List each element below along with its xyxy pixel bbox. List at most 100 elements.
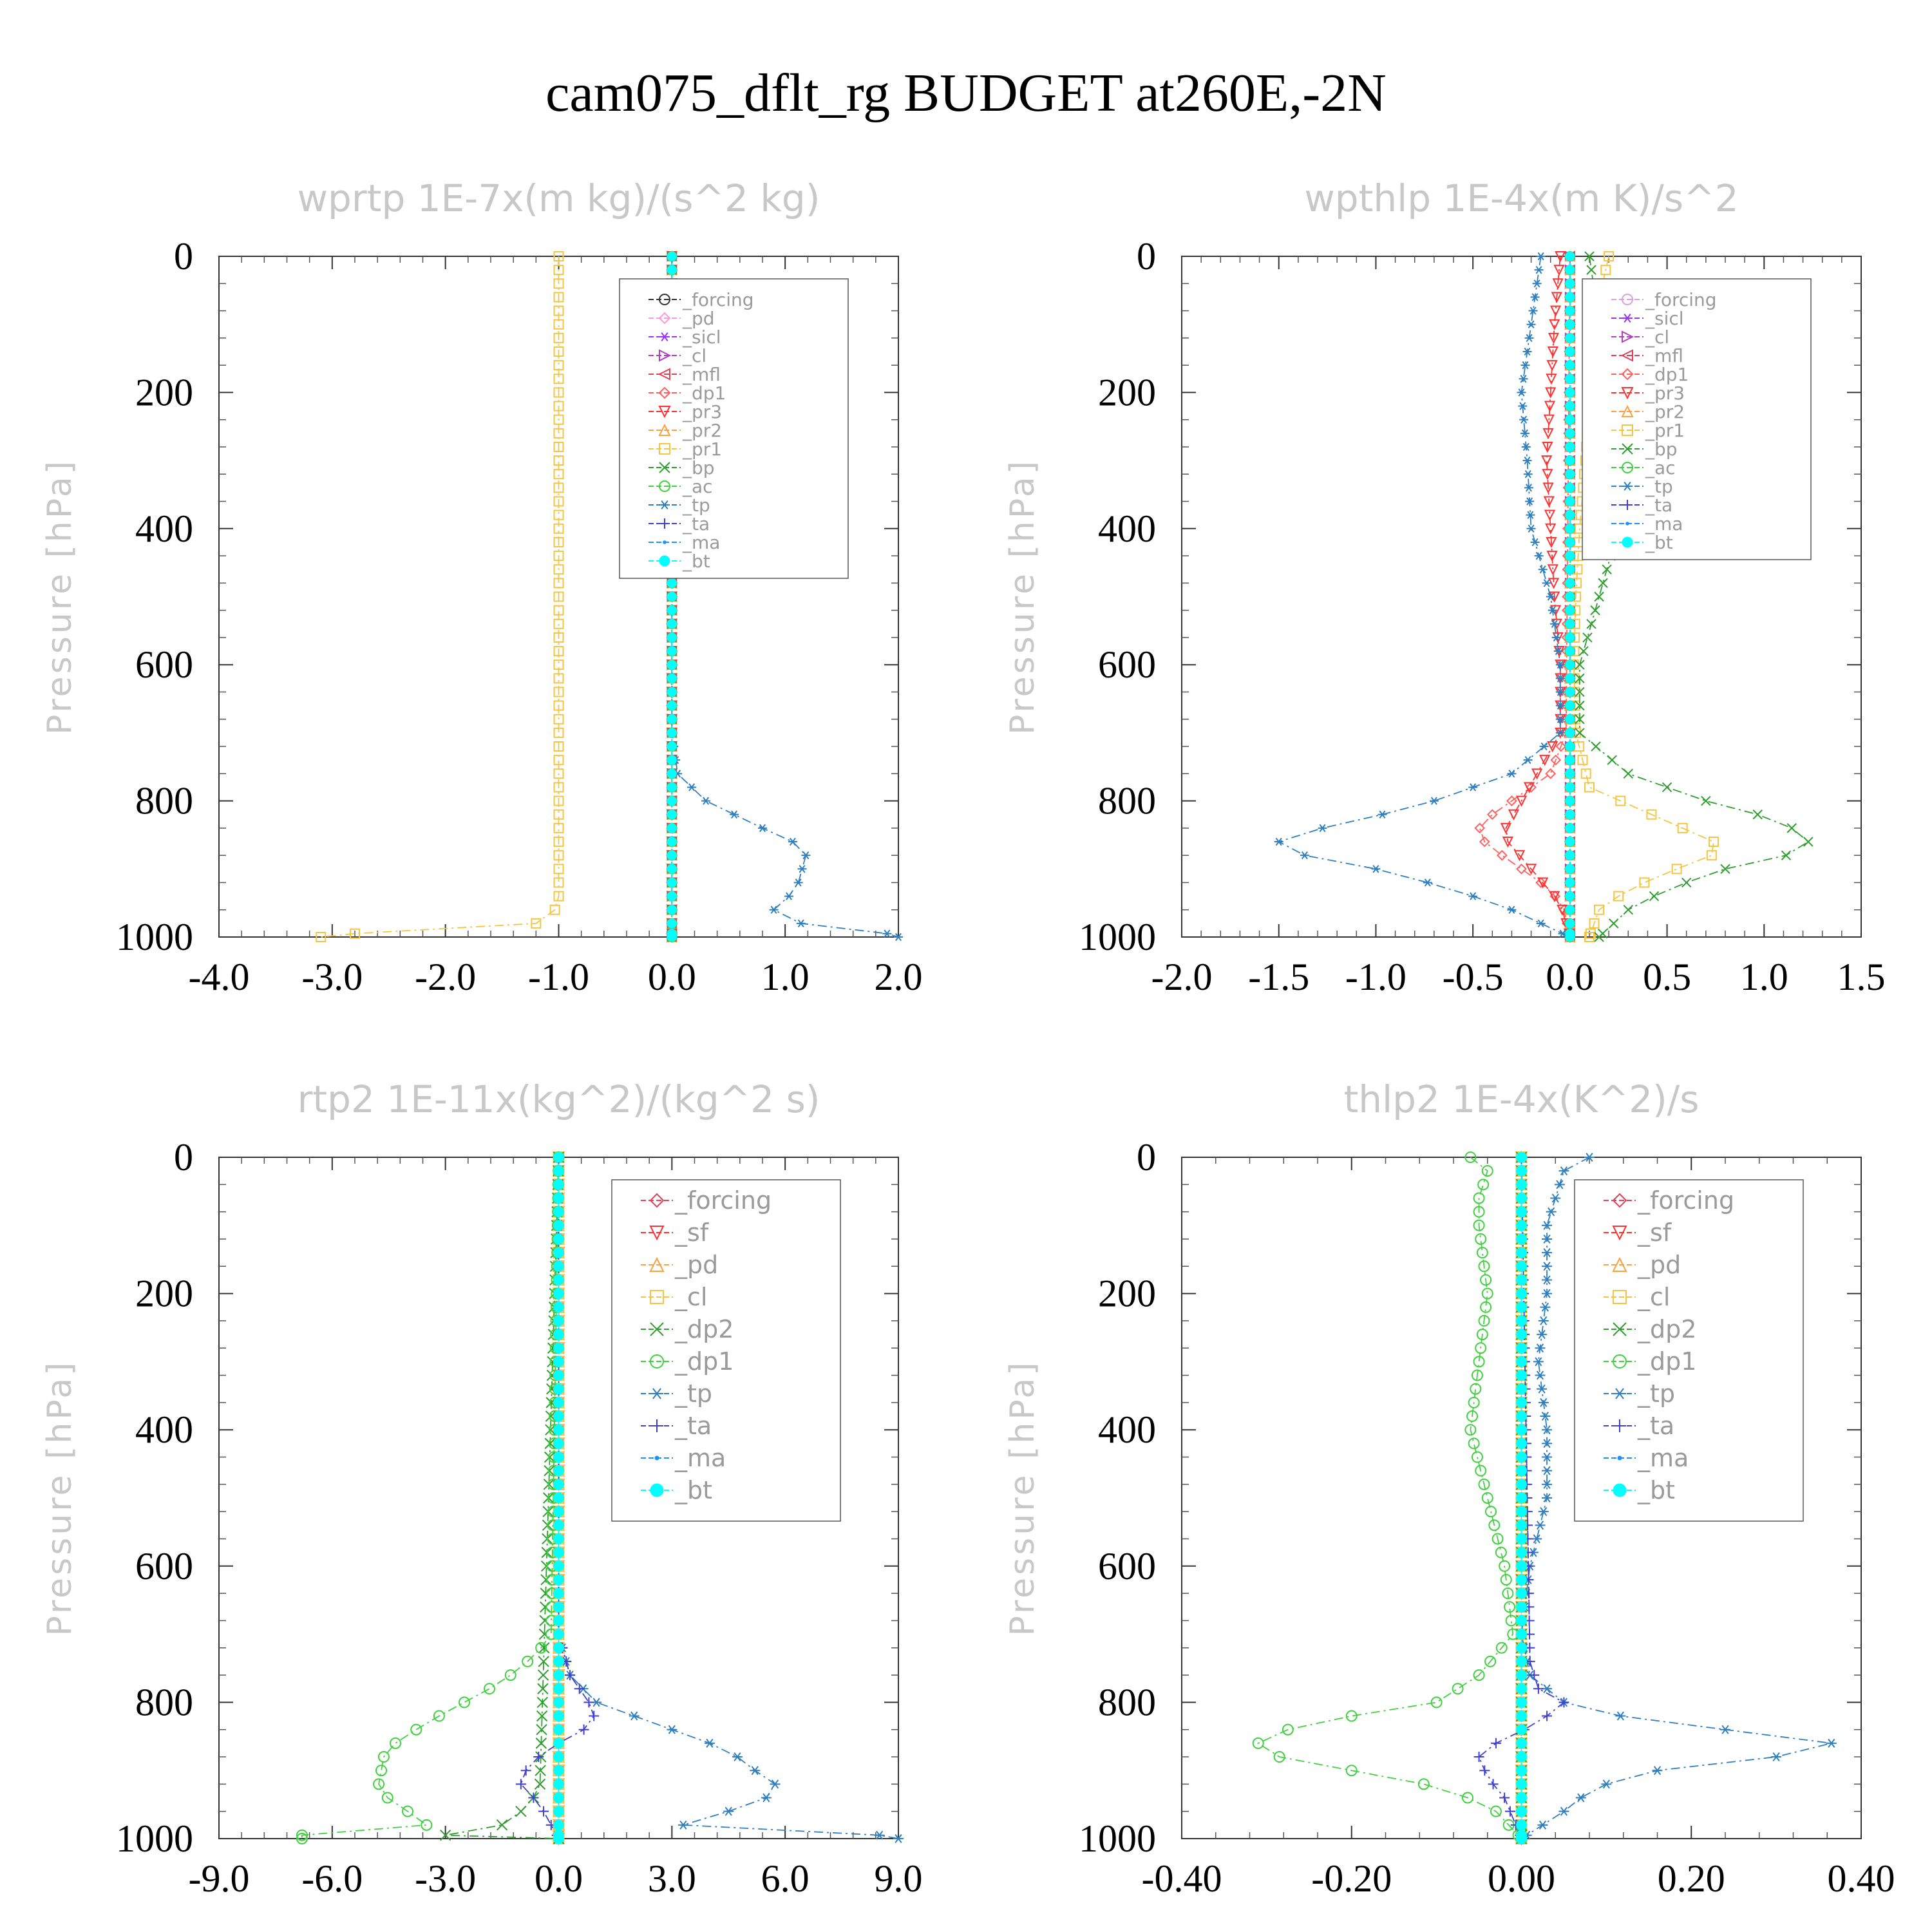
y-tick-label: 1000	[116, 916, 193, 958]
y-tick-label: 400	[135, 1408, 193, 1451]
legend-item: _dp1	[641, 1347, 734, 1376]
legend-label: _dp1	[674, 1347, 734, 1376]
figure-title: cam075_dflt_rg BUDGET at260E,-2N	[545, 63, 1387, 123]
x-tick-label: -0.5	[1443, 956, 1504, 998]
legend-box	[1574, 1179, 1804, 1522]
legend-item: _sf	[1604, 1218, 1672, 1247]
legend-item: _ma	[1611, 513, 1683, 535]
series-bt	[1565, 251, 1575, 942]
legend-label: _ta	[682, 513, 710, 535]
series-line	[1505, 256, 1571, 938]
x-tick-label: -2.0	[415, 956, 476, 998]
x-tick-label: 6.0	[761, 1857, 810, 1900]
series-line	[1478, 1157, 1566, 1839]
legend-item: _pr2	[649, 420, 722, 441]
x-tick-label: -1.0	[528, 956, 589, 998]
y-axis-label: Pressure [hPa]	[41, 1360, 79, 1636]
legend-item: _ma	[641, 1444, 726, 1472]
legend-label: _pr3	[682, 401, 722, 422]
legend-item: _sf	[641, 1218, 710, 1247]
y-tick-label: 200	[135, 371, 193, 413]
legend-item: _cl	[649, 345, 706, 366]
x-tick-label: 0.5	[1643, 956, 1691, 998]
legend-label: _pr1	[682, 439, 722, 460]
x-tick-label: 1.0	[761, 956, 810, 998]
legend-item: _pr1	[1611, 420, 1685, 441]
x-tick-label: 1.0	[1740, 956, 1788, 998]
legend-item: _dp2	[1604, 1315, 1696, 1343]
x-tick-label: -1.0	[1345, 956, 1406, 998]
y-tick-label: 1000	[116, 1817, 193, 1860]
panel-4: thlp2 1E-4x(K^2)/s Pressure [hPa] -0.40 -0.…	[1003, 1077, 1895, 1900]
legend-label: _tp	[682, 495, 710, 516]
y-axis-label: Pressure [hPa]	[1003, 1360, 1042, 1636]
y-tick-label: 800	[1098, 1681, 1156, 1723]
legend-label: _ta	[674, 1412, 712, 1440]
legend-label: _dp2	[1637, 1315, 1696, 1343]
x-tick-label: 0.20	[1658, 1857, 1725, 1900]
legend-item: _mfl	[649, 364, 721, 385]
y-tick-label: 400	[135, 507, 193, 550]
legend-label: _dp1	[682, 383, 726, 404]
legend-item: _tp	[1611, 476, 1673, 497]
legend-item: _sicl	[649, 327, 721, 348]
legend-label: _ac	[682, 476, 713, 497]
legend-item: _pr3	[649, 401, 722, 422]
legend-label: _sf	[1637, 1218, 1672, 1247]
y-tick-label: 600	[1098, 1545, 1156, 1587]
legend-label: _pd	[674, 1251, 718, 1279]
legend-label: _dp1	[1637, 1347, 1696, 1376]
x-tick-label: -0.20	[1311, 1857, 1392, 1900]
legend-item: _cl	[641, 1283, 707, 1311]
legend-item: _ta	[641, 1412, 712, 1440]
series-line	[445, 1157, 560, 1839]
legend-label: _mfl	[1645, 345, 1683, 366]
x-tick-label: -3.0	[301, 956, 363, 998]
series-pr1	[316, 251, 564, 942]
y-axis-label: Pressure [hPa]	[41, 459, 79, 735]
y-tick-label: 600	[1098, 643, 1156, 686]
legend-item: _tp	[1604, 1379, 1675, 1408]
legend-label: _pr2	[1645, 401, 1685, 422]
legend-label: _bt	[674, 1476, 712, 1504]
legend-item: _sicl	[1611, 308, 1684, 329]
legend: _forcing _sf _pd _cl _dp2 _dp1 _tp _ta _ma _bt	[611, 1179, 841, 1522]
y-tick-label: 200	[135, 1273, 193, 1315]
plot-frame	[1181, 256, 1862, 938]
legend-item: _forcing	[1604, 1186, 1734, 1215]
series-bt	[553, 1151, 564, 1844]
legend-item: _ac	[1611, 457, 1676, 478]
legend-item: _pd	[649, 308, 715, 329]
y-tick-label: 1000	[1079, 916, 1156, 958]
legend-item: _ta	[1611, 495, 1672, 516]
y-tick-label: 600	[135, 1545, 193, 1587]
legend-item: _ta	[649, 513, 710, 535]
legend-label: _pd	[1637, 1251, 1681, 1279]
legend-label: _ac	[1645, 457, 1676, 478]
y-tick-label: 200	[1098, 1273, 1156, 1315]
legend-label: _dp2	[674, 1315, 734, 1343]
legend-box	[1582, 278, 1812, 560]
legend-item: _ta	[1604, 1412, 1674, 1440]
series-line	[1479, 256, 1571, 938]
legend-item: _bt	[1604, 1476, 1675, 1504]
legend-box	[619, 278, 849, 579]
legend-item: _dp1	[1611, 364, 1689, 385]
legend-label: _bt	[682, 551, 710, 572]
series-line	[1520, 1157, 1832, 1839]
legend: _forcing_sicl_cl_mfl_dp1_pr3_pr2_pr1_bp_…	[1582, 278, 1812, 560]
legend-label: _tp	[1637, 1379, 1675, 1408]
legend-item: _dp1	[649, 383, 726, 404]
panel-title: wpthlp 1E-4x(m K)/s^2	[1304, 176, 1738, 220]
y-tick-label: 400	[1098, 507, 1156, 550]
legend-item: _pr1	[649, 439, 722, 460]
legend-label: _tp	[674, 1379, 712, 1408]
y-tick-label: 1000	[1079, 1817, 1156, 1860]
legend-label: _ma	[1637, 1444, 1689, 1472]
legend-label: _pr3	[1645, 383, 1685, 404]
legend-item: _bt	[1611, 532, 1673, 553]
legend-label: _cl	[674, 1283, 707, 1311]
y-tick-label: 200	[1098, 371, 1156, 413]
legend-item: _ma	[1604, 1444, 1689, 1472]
